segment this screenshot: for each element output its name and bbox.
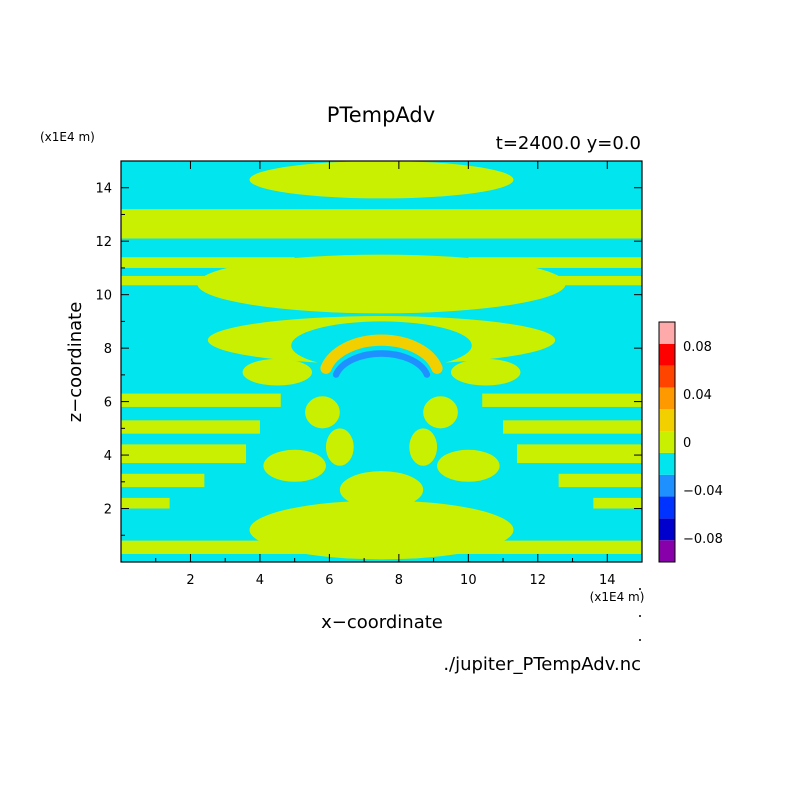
contour-arc (320, 334, 443, 374)
contour-band (121, 257, 295, 268)
colorbar-tick-label: 0.04 (683, 388, 712, 403)
y-tick-label: 12 (95, 235, 112, 250)
y-tick-label: 14 (95, 182, 112, 197)
contour-band (482, 393, 642, 407)
colorbar-segment (659, 496, 675, 519)
contour-band (121, 393, 281, 407)
y-tick-label: 8 (104, 342, 112, 357)
colorbar-segment (659, 409, 675, 432)
colorbar-segment (659, 387, 675, 410)
colorbar-segment (659, 540, 675, 562)
contour-blob (249, 161, 514, 199)
contour-band (503, 420, 642, 434)
chart-title: PTempAdv (327, 103, 435, 127)
y-tick-label: 4 (104, 449, 112, 464)
contour-blob (423, 396, 458, 429)
colorbar-segment (659, 474, 675, 497)
contour-blob (305, 396, 340, 429)
contour-band (121, 209, 642, 239)
plot-frame (120, 160, 643, 563)
x-tick-label: 8 (395, 573, 403, 588)
colorbar-tick-label: 0 (683, 436, 691, 451)
source-file-label: ./jupiter_PTempAdv.nc (443, 654, 641, 675)
y-axis-label: z−coordinate (65, 302, 86, 423)
contour-blob (409, 428, 438, 466)
chart-subtitle: t=2400.0 y=0.0 (496, 133, 641, 154)
colorbar-tick-label: −0.08 (683, 532, 723, 547)
x-tick-label: 12 (530, 573, 547, 588)
contour-regions (121, 161, 642, 560)
contour-band (558, 473, 642, 488)
contour-blob (339, 471, 424, 509)
x-tick-label: 4 (256, 573, 264, 588)
x-tick-label: 6 (325, 573, 333, 588)
x-tick-label: 2 (186, 573, 194, 588)
contour-blob (325, 428, 354, 466)
contour-band (516, 444, 642, 464)
y-tick-label: 10 (95, 289, 112, 304)
contour-field (121, 161, 642, 562)
corner-marks (639, 588, 641, 641)
contour-band (121, 497, 170, 509)
contour-band (593, 497, 642, 509)
contour-blob (437, 449, 500, 482)
y-tick-label: 2 (104, 503, 112, 518)
x-unit-label: (x1E4 m) (590, 590, 645, 604)
colorbar-frame (658, 321, 676, 563)
colorbar-segment (659, 518, 675, 541)
x-tick-label: 10 (460, 573, 477, 588)
x-axis-label: x−coordinate (321, 612, 443, 633)
contour-arc (332, 350, 431, 378)
colorbar-tick-label: 0.08 (683, 340, 712, 355)
contour-band (468, 257, 642, 268)
colorbar: 0.08 0.04 0 −0.04 −0.08 (658, 321, 723, 563)
contour-band (121, 275, 267, 286)
colorbar-segment (659, 431, 675, 453)
contour-band (121, 444, 247, 464)
x-tick-label: 14 (599, 573, 616, 588)
colorbar-segment (659, 365, 675, 388)
contour-blob (450, 358, 521, 386)
contour-blob (197, 254, 566, 314)
contour-band (496, 275, 642, 286)
contour-band (121, 473, 205, 488)
contour-blob (242, 358, 313, 386)
colorbar-tick-label: −0.04 (683, 484, 723, 499)
y-axis-ticks: 2 4 6 8 10 12 14 (95, 182, 642, 536)
colorbar-segment (659, 452, 675, 475)
colorbar-segment (659, 343, 675, 366)
y-tick-label: 6 (104, 396, 112, 411)
contour-band (121, 420, 260, 434)
contour-blob (263, 449, 326, 482)
x-axis-ticks: 2 4 6 8 10 12 14 (155, 161, 616, 588)
contour-blob (249, 500, 514, 560)
y-unit-label: (x1E4 m) (40, 130, 95, 144)
colorbar-segment (659, 322, 675, 344)
